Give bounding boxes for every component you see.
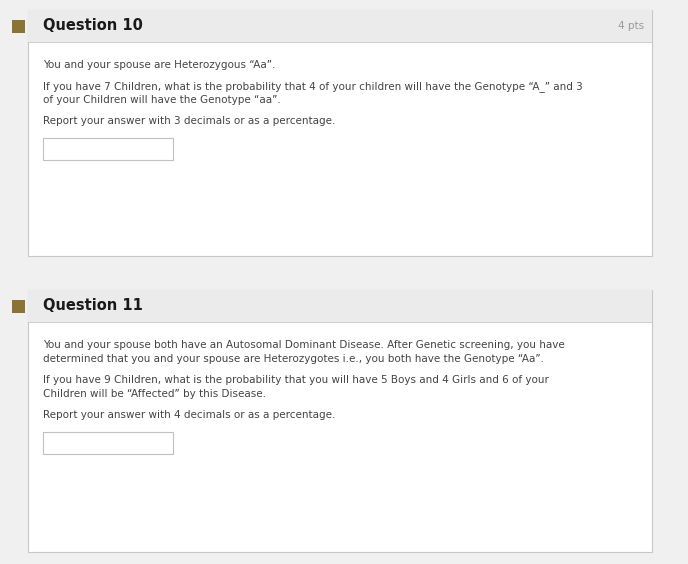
Text: Question 10: Question 10 [43, 19, 143, 33]
FancyBboxPatch shape [12, 299, 25, 312]
FancyBboxPatch shape [28, 290, 652, 552]
Text: Question 11: Question 11 [43, 298, 143, 314]
FancyBboxPatch shape [43, 432, 173, 454]
Text: Report your answer with 3 decimals or as a percentage.: Report your answer with 3 decimals or as… [43, 116, 335, 126]
Text: 4 pts: 4 pts [618, 21, 644, 31]
Text: If you have 9 Children, what is the probability that you will have 5 Boys and 4 : If you have 9 Children, what is the prob… [43, 375, 549, 385]
Text: You and your spouse are Heterozygous “Aa”.: You and your spouse are Heterozygous “Aa… [43, 60, 275, 70]
FancyBboxPatch shape [28, 10, 652, 42]
FancyBboxPatch shape [43, 138, 173, 160]
Text: Children will be “Affected” by this Disease.: Children will be “Affected” by this Dise… [43, 389, 266, 399]
Text: You and your spouse both have an Autosomal Dominant Disease. After Genetic scree: You and your spouse both have an Autosom… [43, 340, 565, 350]
Text: If you have 7 Children, what is the probability that 4 of your children will hav: If you have 7 Children, what is the prob… [43, 81, 583, 92]
Text: of your Children will have the Genotype “aa”.: of your Children will have the Genotype … [43, 95, 281, 105]
Text: Report your answer with 4 decimals or as a percentage.: Report your answer with 4 decimals or as… [43, 410, 335, 420]
FancyBboxPatch shape [28, 290, 652, 322]
Text: determined that you and your spouse are Heterozygotes i.e., you both have the Ge: determined that you and your spouse are … [43, 354, 544, 364]
FancyBboxPatch shape [28, 10, 652, 256]
FancyBboxPatch shape [12, 20, 25, 33]
